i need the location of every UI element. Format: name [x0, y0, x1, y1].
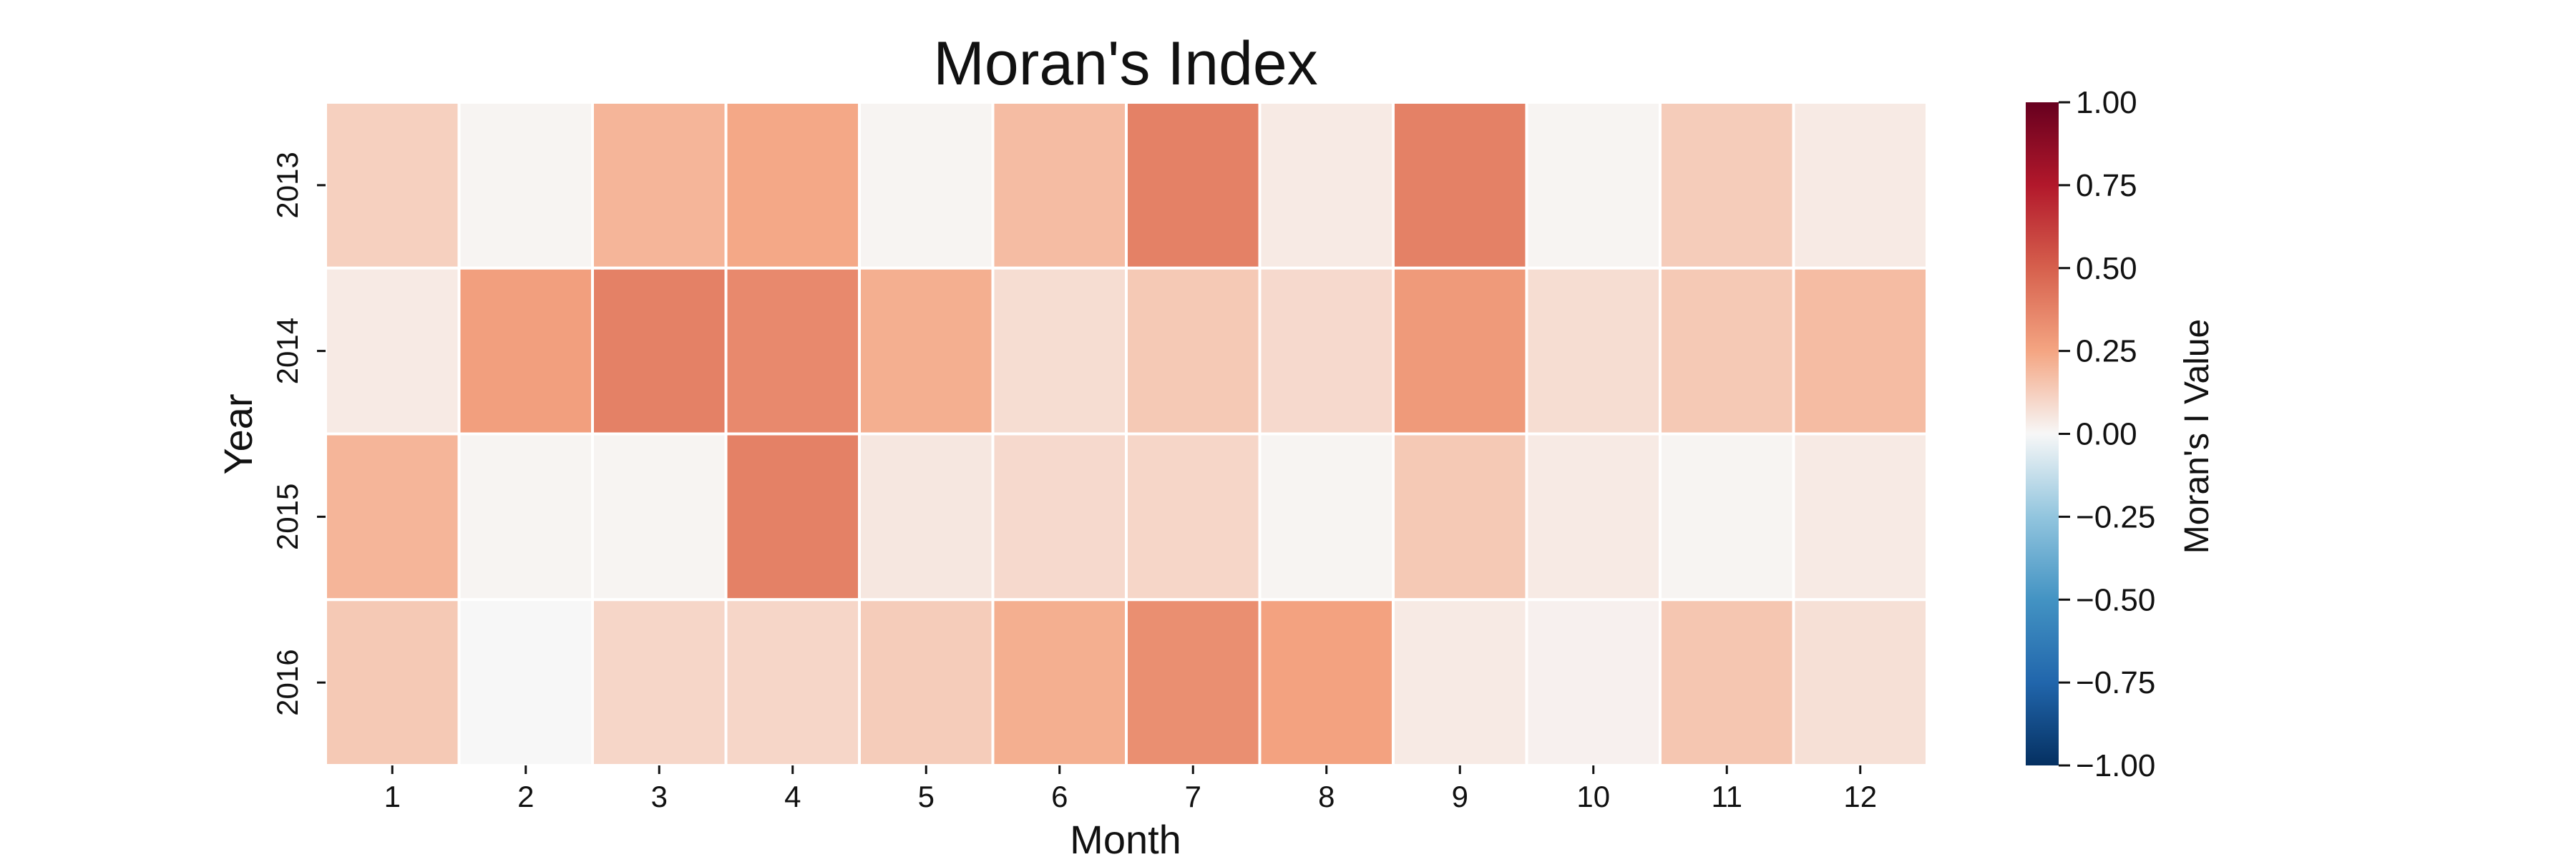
heatmap-cell	[457, 101, 594, 270]
x-tick-label: 3	[651, 780, 668, 813]
colorbar-tick-label: −1.00	[2076, 748, 2155, 783]
x-tick-label: 11	[1711, 780, 1742, 813]
y-tick-label: 2013	[270, 152, 304, 218]
heatmap-cell	[1792, 598, 1928, 767]
heatmap-cell	[1258, 101, 1395, 270]
x-tick-label: 9	[1452, 780, 1468, 813]
x-tick-label: 10	[1576, 780, 1610, 813]
heatmap-cell	[1392, 432, 1528, 602]
x-tick-label: 1	[384, 780, 401, 813]
colorbar-tick-label: 0.75	[2076, 168, 2137, 203]
chart-title: Moran's Index	[933, 29, 1317, 98]
colorbar-tick-label: −0.50	[2076, 582, 2155, 617]
colorbar-title: Moran's I Value	[2178, 319, 2216, 554]
heatmap-cell	[591, 101, 728, 270]
heatmap-cell	[858, 598, 995, 767]
heatmap-cell	[858, 432, 995, 602]
heatmap-cell	[1525, 266, 1662, 436]
heatmap-cell	[991, 598, 1128, 767]
heatmap-cell	[1125, 432, 1262, 602]
heatmap-cell	[457, 432, 594, 602]
heatmap-cell	[1525, 598, 1662, 767]
x-tick-label: 8	[1318, 780, 1335, 813]
heatmap-cell	[1792, 432, 1928, 602]
heatmap-cell	[457, 266, 594, 436]
heatmap-cell	[858, 266, 995, 436]
heatmap-cell	[724, 432, 861, 602]
heatmap-cell	[1659, 598, 1795, 767]
heatmap-cell	[1659, 432, 1795, 602]
heatmap-cell	[724, 598, 861, 767]
heatmap-cell	[591, 432, 728, 602]
heatmap-cell	[1258, 266, 1395, 436]
heatmap-cell	[457, 598, 594, 767]
x-axis-ticks: 1 2 3 4 5 6 7 8 9 10 11 12	[384, 765, 1877, 813]
y-tick-label: 2015	[270, 484, 304, 550]
x-tick-label: 12	[1843, 780, 1877, 813]
heatmap-cell	[724, 101, 861, 270]
heatmap-cell	[1525, 432, 1662, 602]
heatmap-cell	[1392, 598, 1528, 767]
heatmap-cell	[1659, 266, 1795, 436]
heatmap-cell	[324, 266, 461, 436]
colorbar-tick-label: 0.50	[2076, 251, 2137, 286]
heatmap-cell	[1792, 266, 1928, 436]
heatmap-cell	[724, 266, 861, 436]
x-tick-label: 2	[517, 780, 534, 813]
heatmap-cell	[1792, 101, 1928, 270]
heatmap-cell	[991, 432, 1128, 602]
heatmap-cell	[1258, 432, 1395, 602]
x-tick-label: 5	[918, 780, 935, 813]
heatmap-cell	[324, 101, 461, 270]
heatmap-cell	[1525, 101, 1662, 270]
heatmap-cell	[1125, 266, 1262, 436]
heatmap-cell	[1659, 101, 1795, 270]
heatmap-cell	[324, 598, 461, 767]
heatmap-cell	[991, 266, 1128, 436]
heatmap-cell	[591, 598, 728, 767]
x-tick-label: 6	[1051, 780, 1068, 813]
colorbar-tick-label: −0.75	[2076, 665, 2155, 700]
colorbar-tick-label: 0.00	[2076, 417, 2137, 452]
heatmap-cell	[991, 101, 1128, 270]
heatmap-cell	[324, 432, 461, 602]
x-tick-label: 4	[784, 780, 801, 813]
heatmap-cell	[591, 266, 728, 436]
y-tick-label: 2014	[270, 318, 304, 384]
x-axis-title: Month	[1070, 817, 1181, 858]
heatmap-cell	[858, 101, 995, 270]
colorbar-tick-label: 0.25	[2076, 334, 2137, 369]
colorbar-tick-label: −0.25	[2076, 499, 2155, 534]
colorbar	[2026, 102, 2059, 765]
heatmap-cell	[1392, 266, 1528, 436]
y-tick-label: 2016	[270, 649, 304, 715]
heatmap-cell	[1125, 101, 1262, 270]
y-axis-title: Year	[215, 393, 260, 474]
y-axis-ticks: 2013 2014 2015 2016	[270, 152, 326, 716]
colorbar-ticks: 1.00 0.75 0.50 0.25 0.00 −0.25 −0.50 −0.75 −1.00	[2059, 85, 2155, 783]
heatmap-cell	[1258, 598, 1395, 767]
heatmap-cell	[1392, 101, 1528, 270]
colorbar-tick-label: 1.00	[2076, 85, 2137, 120]
heatmap-cell	[1125, 598, 1262, 767]
x-tick-label: 7	[1185, 780, 1201, 813]
heatmap-cells	[324, 101, 1928, 767]
